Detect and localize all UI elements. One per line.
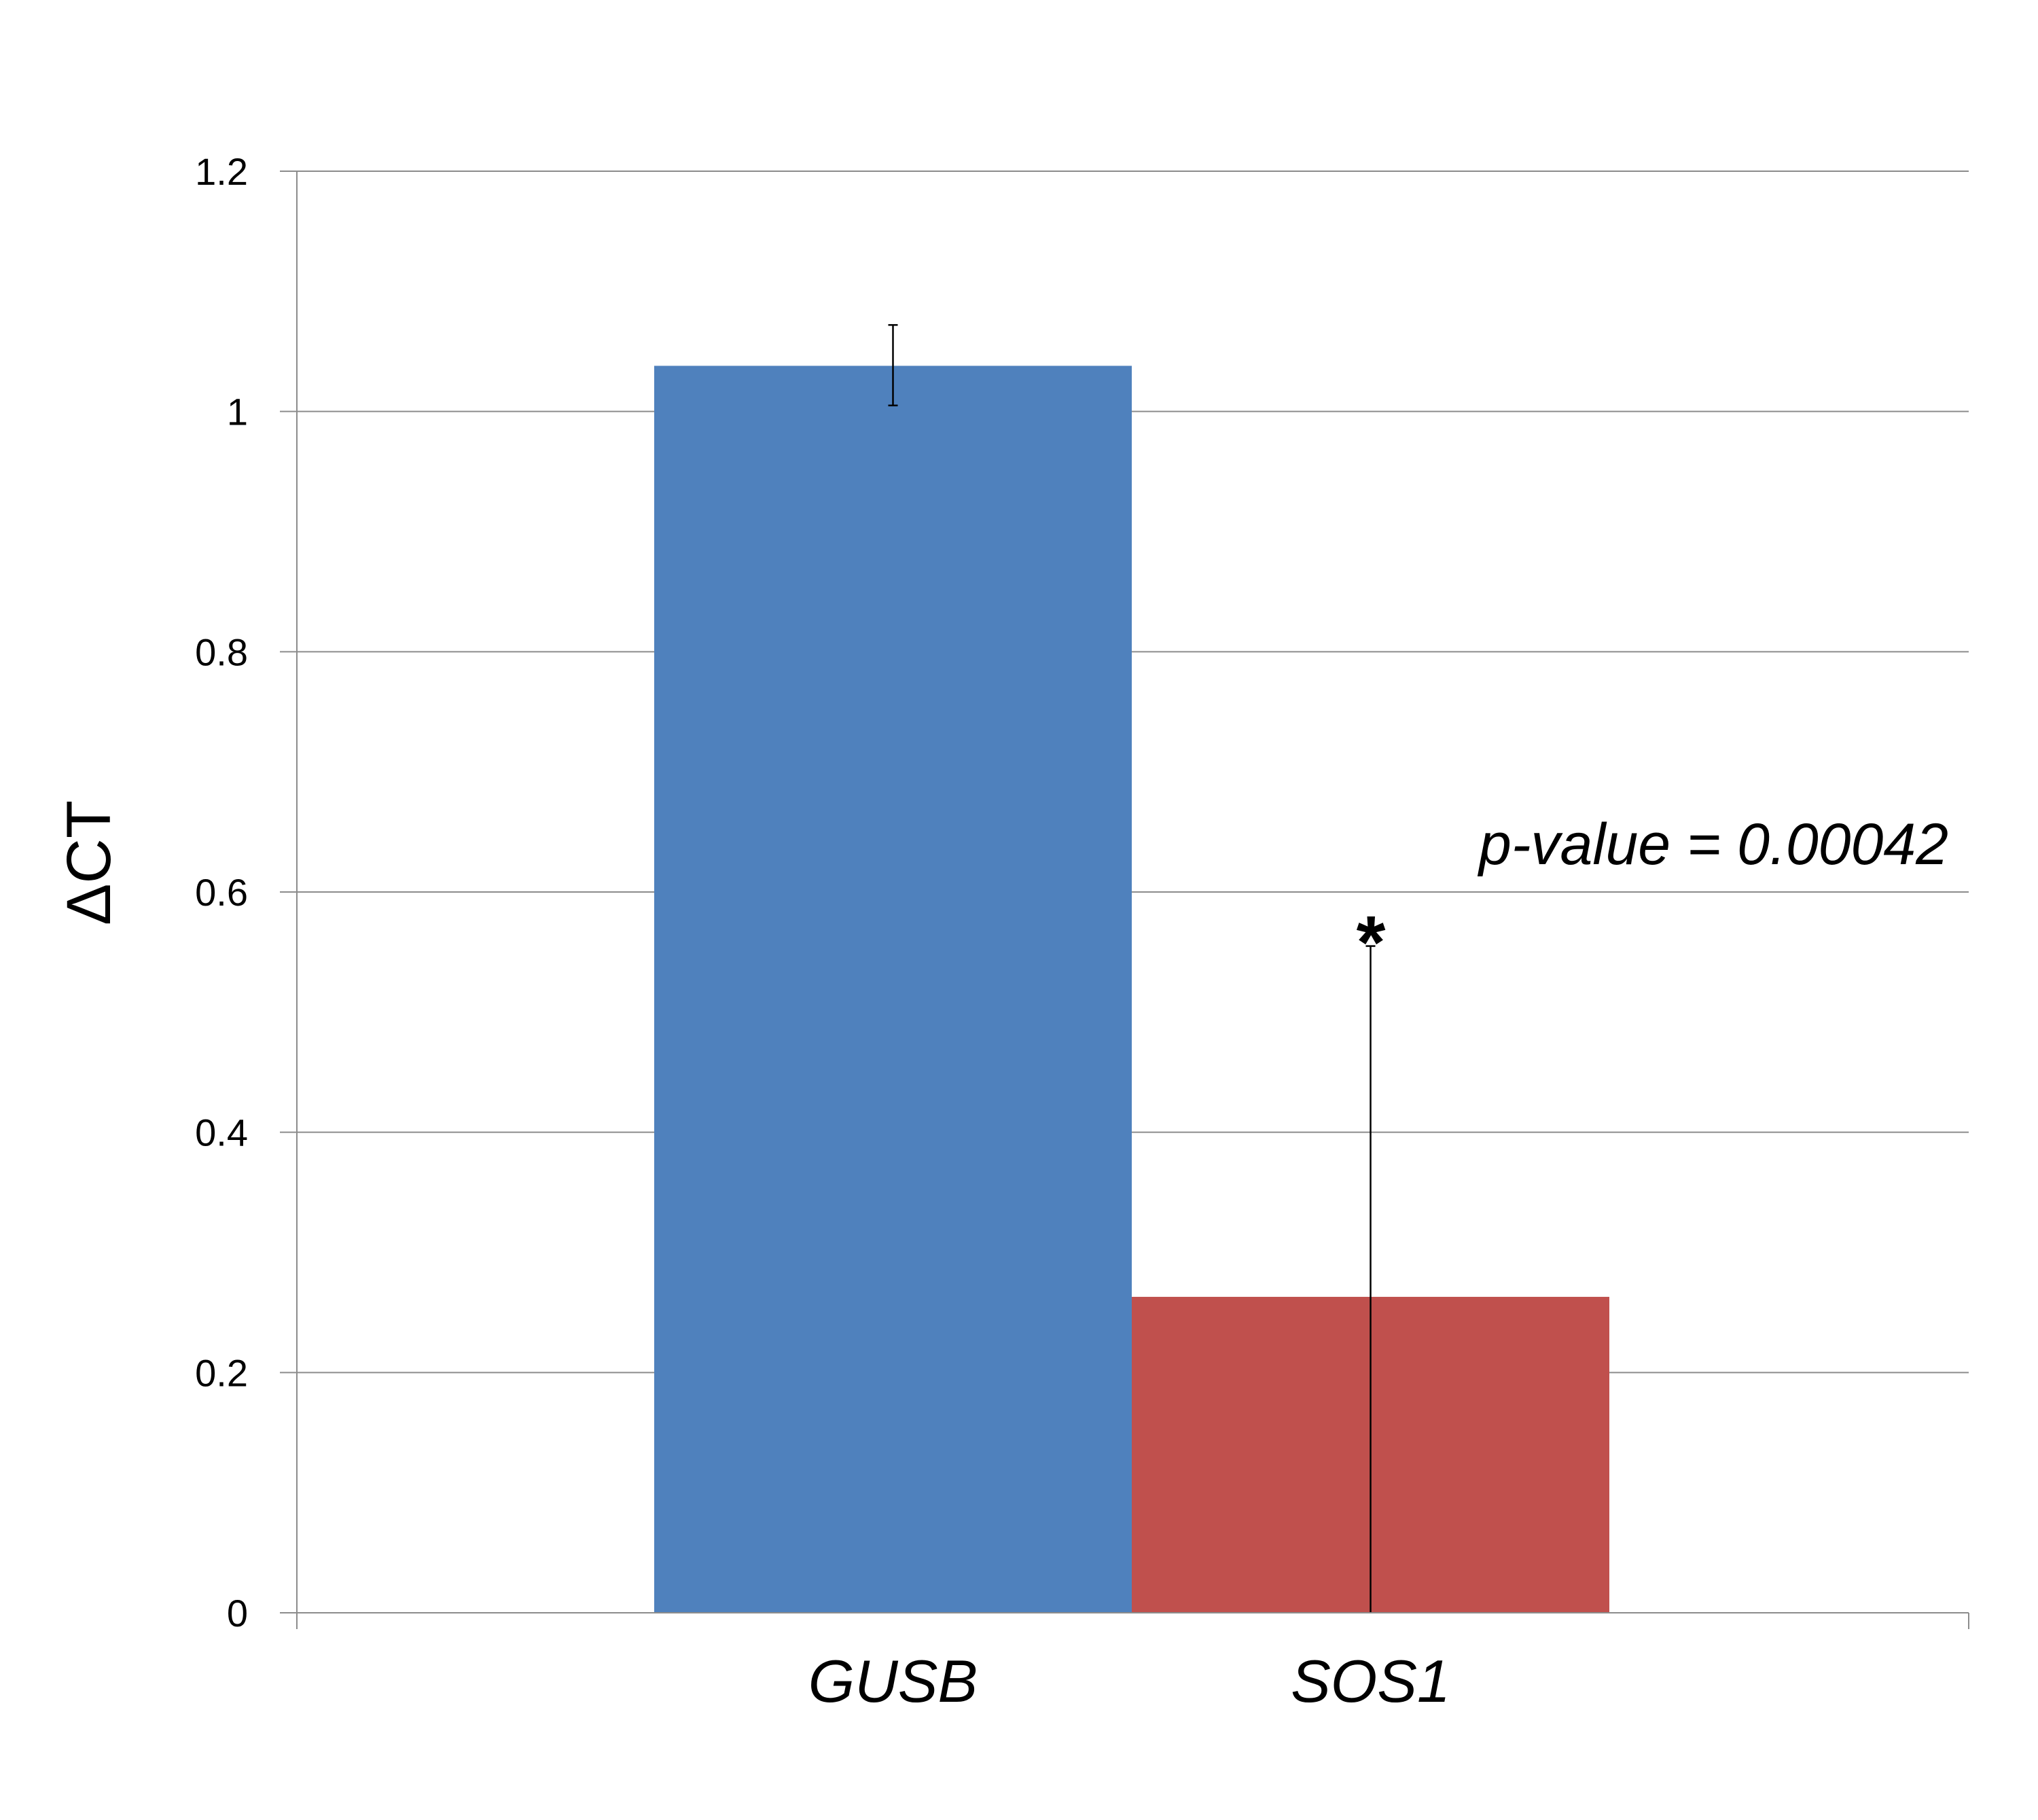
labels: 0 0.2 0.4 0.6 0.8 1 1.2 GUSB SOS1: [195, 150, 1450, 1715]
gridlines: [297, 171, 1969, 1374]
p-value-annotation: p-value = 0.00042: [1477, 812, 1948, 877]
y-tick-label: 0: [227, 1592, 248, 1635]
bar-gusb: [654, 365, 1132, 1613]
significance-asterisk: *: [1357, 901, 1386, 984]
x-category-label: GUSB: [808, 1647, 978, 1715]
y-tick-label: 0.8: [195, 630, 248, 673]
axes: [280, 171, 1969, 1629]
y-tick-label: 0.6: [195, 871, 248, 914]
y-tick-label: 0.2: [195, 1351, 248, 1394]
x-category-label: SOS1: [1291, 1647, 1450, 1715]
error-bars: [888, 324, 1376, 1613]
bars: [654, 365, 1609, 1613]
y-tick-label: 0.4: [195, 1111, 248, 1154]
y-tick-label: 1: [227, 391, 248, 433]
y-axis-label: ΔCT: [54, 800, 124, 925]
y-tick-label: 1.2: [195, 150, 248, 193]
